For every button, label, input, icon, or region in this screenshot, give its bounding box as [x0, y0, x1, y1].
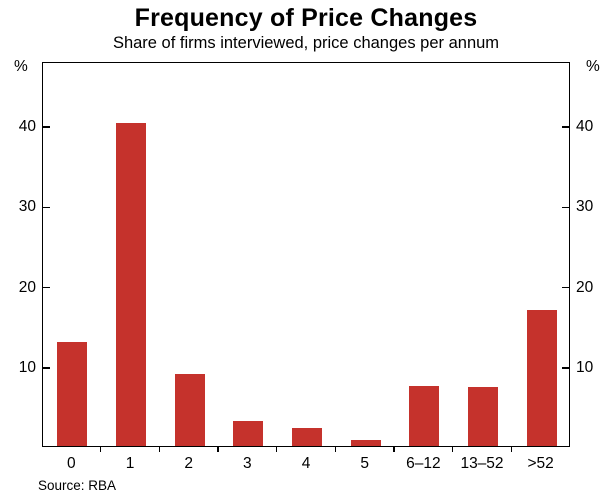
x-tick	[158, 447, 161, 452]
y-tick-right	[562, 286, 569, 289]
bar-4	[292, 427, 322, 446]
bar-6–12	[409, 385, 440, 446]
x-tick	[510, 447, 513, 452]
y-tick-right	[562, 126, 569, 128]
x-category-label: 4	[301, 455, 311, 472]
y-tick-label-right: 30	[576, 198, 594, 216]
bar->52	[526, 309, 557, 446]
x-category-label: 6–12	[406, 455, 441, 472]
y-tick-label-left: 20	[18, 278, 36, 296]
y-tick-label-left: 40	[18, 118, 36, 136]
x-category-label: 5	[360, 455, 369, 472]
y-tick-label-left: 30	[18, 198, 36, 216]
x-tick	[99, 447, 102, 452]
chart-title: Frequency of Price Changes	[134, 4, 478, 32]
plot-frame	[42, 62, 570, 447]
y-axis-unit-left: %	[14, 58, 28, 75]
y-axis-unit-right: %	[586, 58, 600, 75]
chart-subtitle: Share of firms interviewed, price change…	[112, 34, 500, 52]
bar-2	[174, 373, 205, 446]
x-category-label: 1	[125, 455, 135, 472]
bar-1	[116, 122, 146, 446]
x-tick	[334, 447, 337, 452]
x-tick	[393, 447, 395, 452]
x-category-label: 13–52	[460, 455, 504, 472]
bar-13–52	[468, 387, 498, 446]
x-category-label: 0	[67, 455, 76, 472]
x-category-label: 2	[184, 455, 193, 472]
x-tick	[275, 447, 278, 452]
y-tick-left	[43, 367, 50, 369]
y-tick-left	[43, 126, 50, 128]
x-tick	[451, 447, 454, 452]
y-tick-label-right: 10	[576, 358, 594, 376]
y-tick-right	[562, 206, 569, 209]
x-tick	[217, 447, 219, 452]
y-tick-left	[43, 206, 50, 209]
y-tick-left	[43, 286, 50, 289]
y-tick-right	[562, 367, 569, 369]
x-category-label: 3	[243, 455, 252, 472]
bar-5	[350, 439, 381, 446]
bar-3	[233, 421, 264, 446]
source-note: Source: RBA	[38, 478, 117, 493]
y-tick-label-left: 10	[18, 358, 36, 376]
y-tick-label-right: 20	[576, 278, 594, 296]
bar-0	[57, 341, 88, 446]
y-tick-label-right: 40	[576, 118, 594, 136]
x-category-label: >52	[527, 455, 554, 472]
